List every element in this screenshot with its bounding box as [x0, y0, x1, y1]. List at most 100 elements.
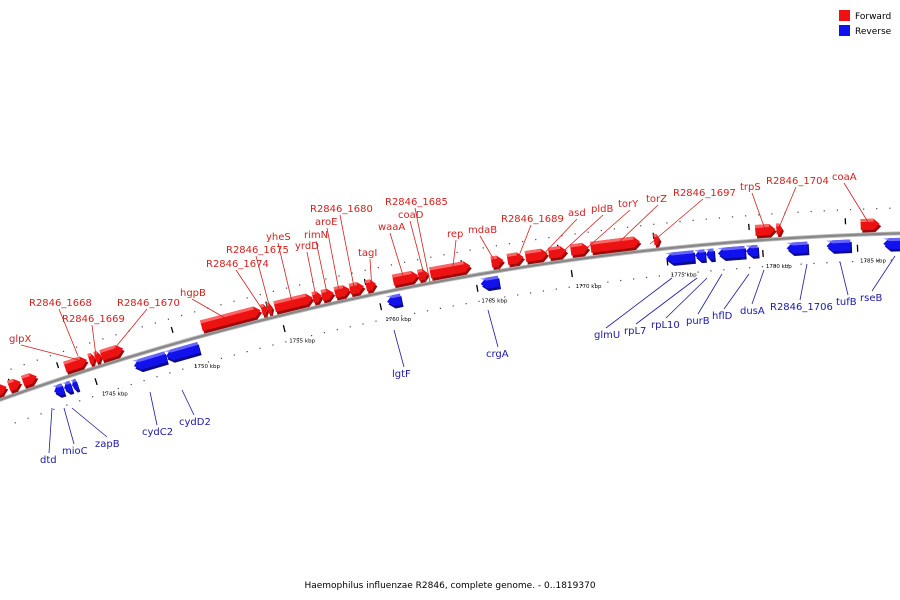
guide-dot: [574, 233, 576, 235]
scale-tick: [282, 325, 286, 333]
gene-fwd-1: [6, 378, 23, 394]
guide-dot: [66, 404, 68, 406]
label-torz: torZ: [646, 194, 667, 205]
guide-dot: [568, 286, 570, 288]
label-zapb: zapB: [95, 439, 120, 450]
leader-tory: [579, 209, 631, 255]
guide-dot: [478, 300, 480, 302]
gene-body: [199, 306, 261, 332]
guide-dot: [823, 210, 825, 212]
guide-dot: [272, 290, 274, 292]
leader-r2846-1670: [109, 308, 148, 355]
gene-highlight: [417, 268, 423, 273]
guide-dot: [220, 304, 222, 306]
guide-dot: [154, 322, 156, 324]
scale-tick: [379, 303, 383, 311]
gene-fwd-7: [199, 306, 263, 334]
guide-dot: [810, 210, 812, 213]
gene-highlight: [132, 351, 166, 362]
guide-dot: [587, 231, 589, 233]
leader-rep: [451, 239, 457, 277]
guide-dot: [156, 376, 158, 378]
guide-dot: [452, 305, 454, 307]
guide-dot: [771, 213, 773, 215]
scale-minor-tick: [56, 362, 60, 369]
gene-fwd-23: [569, 242, 591, 258]
label-dtd: dtd: [40, 455, 57, 466]
label-tufb: tufB: [836, 297, 857, 308]
guide-dot: [705, 218, 707, 220]
label-r2846-1674: R2846_1674: [206, 259, 269, 270]
leader-r2846-1680: [339, 214, 356, 293]
gene-fwd-3: [63, 356, 89, 375]
leader-r2846-1685: [414, 207, 431, 283]
guide-dot: [495, 245, 497, 247]
gene-highlight: [348, 282, 358, 287]
guide-dot: [852, 260, 854, 263]
guide-dot: [797, 211, 799, 213]
gene-highlight: [775, 223, 780, 227]
guide-dot: [645, 276, 648, 279]
guide-dot: [813, 262, 815, 265]
guide-dot: [863, 208, 865, 210]
guide-dot: [351, 272, 353, 274]
gene-fwd-8: [260, 303, 270, 318]
guide-dot: [723, 269, 725, 271]
leader-tagi: [369, 258, 373, 291]
guide-dot: [53, 408, 55, 411]
gene-highlight: [717, 245, 745, 251]
legend-reverse-label: Reverse: [855, 27, 892, 37]
guide-dot: [285, 341, 287, 343]
guide-dot: [877, 260, 880, 262]
label-r2846-1670: R2846_1670: [117, 298, 180, 309]
gene-rev-9: [705, 248, 716, 263]
label-mioc: mioC: [62, 446, 88, 457]
label-mdab: mdaB: [468, 225, 497, 236]
leader-r2846-1704: [777, 186, 797, 231]
guide-dot: [745, 215, 747, 217]
guide-dot: [207, 361, 210, 363]
gene-highlight: [705, 248, 714, 252]
guide-dot: [535, 238, 537, 241]
gene-fwd-11: [311, 291, 324, 306]
guide-dot: [390, 264, 393, 266]
scale-tick: [476, 284, 479, 292]
leader-hfld: [723, 273, 750, 310]
backbone-line: [0, 232, 900, 401]
label-r2846-1704: R2846_1704: [766, 176, 829, 187]
tick-label-1750-kbp: 1750 kbp: [194, 364, 220, 370]
leader-r2846-1689: [514, 224, 532, 267]
scale-tick: [94, 378, 98, 386]
label-r2846-1706: R2846_1706: [770, 302, 833, 313]
guide-dot: [233, 354, 235, 356]
guide-dot: [736, 268, 738, 270]
leader-r2846-1706: [799, 263, 808, 301]
guide-dot: [594, 283, 596, 285]
guide-dot: [49, 355, 51, 357]
guide-dot: [718, 217, 720, 219]
guide-dot: [787, 264, 789, 266]
genome-caption: Haemophilus influenzae R2846, complete g…: [304, 581, 595, 591]
guide-dot: [364, 269, 366, 271]
gene-highlight: [506, 252, 518, 257]
label-r2846-1685: R2846_1685: [385, 197, 448, 208]
guide-dot: [338, 275, 340, 277]
gene-rev-12: [786, 241, 810, 257]
guide-dot: [180, 314, 183, 317]
guide-dot: [890, 259, 892, 261]
leader-rseb: [871, 255, 896, 292]
guide-dot: [517, 294, 519, 296]
guide-dot: [272, 344, 274, 346]
guide-dot: [849, 209, 852, 211]
label-pldb: pldB: [591, 204, 613, 215]
gene-highlight: [745, 244, 758, 249]
guide-dot: [23, 364, 25, 366]
gene-fwd-27: [775, 223, 784, 238]
guide-dot: [600, 229, 602, 232]
guide-dot: [14, 422, 16, 424]
label-r2846-1675: R2846_1675: [226, 245, 289, 256]
guide-dot: [169, 372, 171, 374]
label-rseb: rseB: [860, 293, 882, 304]
guide-dot: [417, 259, 419, 261]
guide-dot: [876, 208, 878, 210]
